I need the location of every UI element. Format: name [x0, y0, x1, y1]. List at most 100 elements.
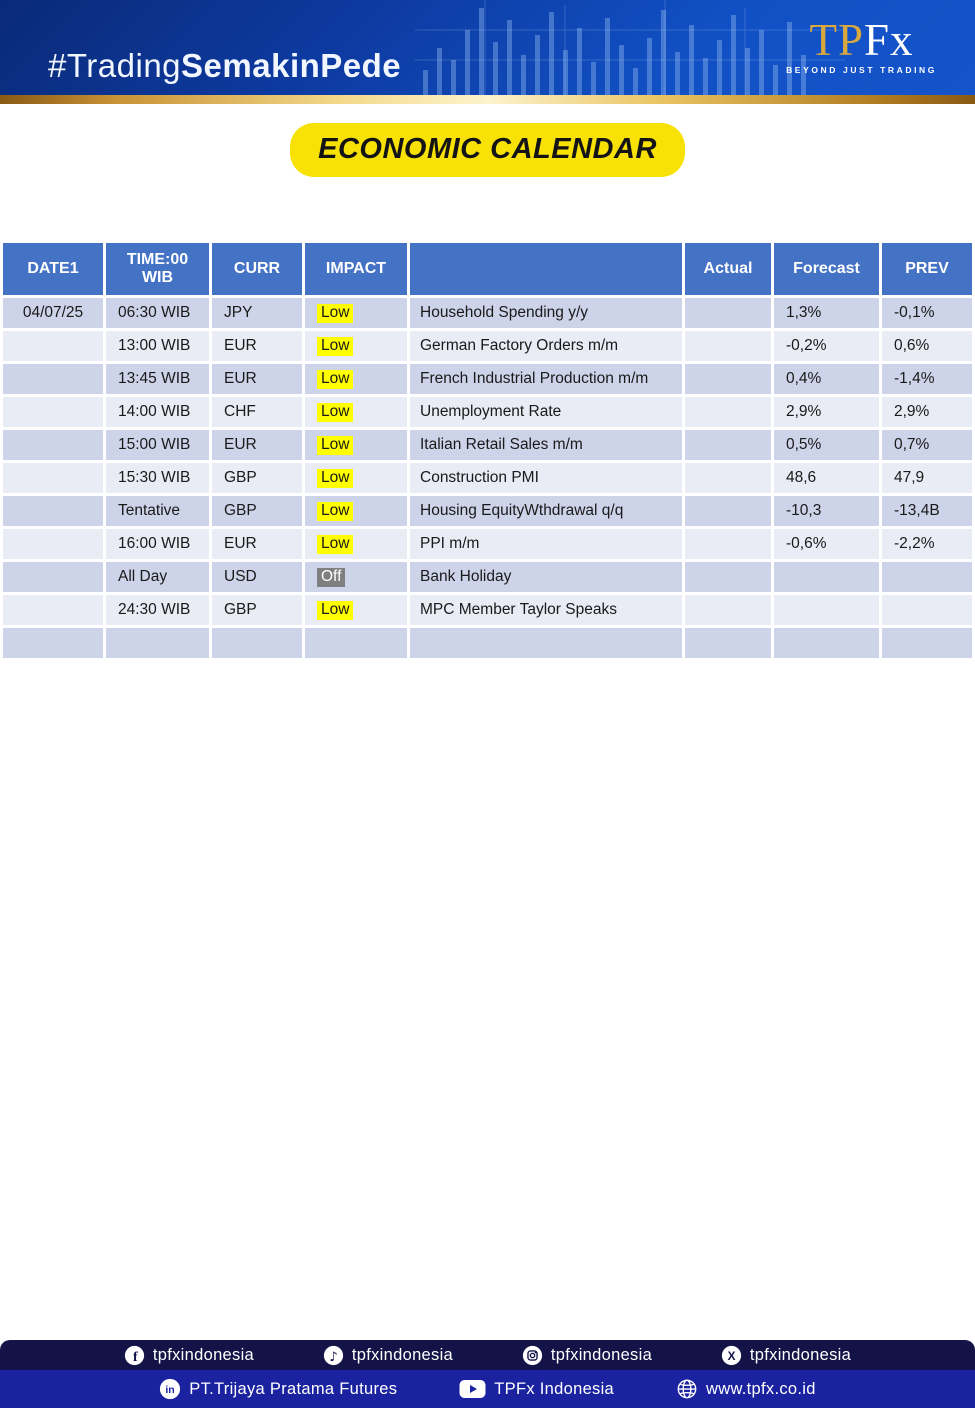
cell-event: MPC Member Taylor Speaks	[410, 595, 682, 625]
svg-text:X: X	[727, 1348, 735, 1362]
svg-text:♪: ♪	[329, 1349, 337, 1364]
hashtag-slogan: #TradingSemakinPede	[48, 47, 401, 85]
cell-forecast: 0,5%	[774, 430, 879, 460]
cell-forecast	[774, 562, 879, 592]
title-badge: ECONOMIC CALENDAR	[290, 123, 685, 177]
table-row	[3, 628, 972, 658]
cell-event: Housing EquityWthdrawal q/q	[410, 496, 682, 526]
cell-event	[410, 628, 682, 658]
cell-date	[3, 364, 103, 394]
cell-date	[3, 628, 103, 658]
header-event	[410, 243, 682, 295]
cell-impact: Low	[305, 430, 407, 460]
cell-date	[3, 463, 103, 493]
cell-date	[3, 595, 103, 625]
table-row: 15:00 WIB EUR Low Italian Retail Sales m/m 0…	[3, 430, 972, 460]
cell-prev	[882, 595, 972, 625]
impact-badge: Low	[317, 336, 354, 356]
footer-item-youtube: TPFx Indonesia	[459, 1379, 614, 1399]
cell-curr: JPY	[212, 298, 302, 328]
cell-forecast: 48,6	[774, 463, 879, 493]
cell-impact: Low	[305, 364, 407, 394]
footer: f tpfxindonesia ♪ tpfxindonesia tpfxindo…	[0, 1340, 975, 1408]
footer-company-row: in PT.Trijaya Pratama Futures TPFx Indon…	[0, 1370, 975, 1408]
tiktok-icon: ♪	[323, 1345, 344, 1366]
footer-social-row: f tpfxindonesia ♪ tpfxindonesia tpfxindo…	[0, 1340, 975, 1370]
cell-actual	[685, 562, 771, 592]
cell-time: 16:00 WIB	[106, 529, 209, 559]
cell-prev: -2,2%	[882, 529, 972, 559]
table-header-row: DATE1 TIME:00 WIB CURR IMPACT Actual For…	[3, 243, 972, 295]
cell-time: 06:30 WIB	[106, 298, 209, 328]
footer-item-website: www.tpfx.co.id	[676, 1378, 816, 1400]
footer-company-name: PT.Trijaya Pratama Futures	[189, 1379, 398, 1398]
cell-curr: EUR	[212, 331, 302, 361]
cell-forecast: 1,3%	[774, 298, 879, 328]
cell-impact: Low	[305, 496, 407, 526]
cell-prev: 0,6%	[882, 331, 972, 361]
svg-text:in: in	[166, 1384, 175, 1396]
cell-forecast: -0,6%	[774, 529, 879, 559]
header-curr: CURR	[212, 243, 302, 295]
linkedin-icon: in	[159, 1378, 181, 1400]
logo-fx: Fx	[864, 15, 914, 65]
cell-event: Italian Retail Sales m/m	[410, 430, 682, 460]
cell-time: 15:30 WIB	[106, 463, 209, 493]
impact-badge: Low	[317, 468, 354, 488]
cell-actual	[685, 364, 771, 394]
cell-date	[3, 331, 103, 361]
title-badge-wrap: ECONOMIC CALENDAR	[0, 123, 975, 177]
gold-divider	[0, 95, 975, 104]
cell-event: PPI m/m	[410, 529, 682, 559]
cell-time	[106, 628, 209, 658]
cell-actual	[685, 463, 771, 493]
top-banner: #TradingSemakinPede TPFx BEYOND JUST TRA…	[0, 0, 975, 95]
cell-time: 13:45 WIB	[106, 364, 209, 394]
table-row: 15:30 WIB GBP Low Construction PMI 48,6 47,9	[3, 463, 972, 493]
cell-event: Bank Holiday	[410, 562, 682, 592]
tpfx-logo: TPFx BEYOND JUST TRADING	[786, 15, 937, 76]
cell-date	[3, 562, 103, 592]
cell-time: Tentative	[106, 496, 209, 526]
logo-tagline: BEYOND JUST TRADING	[786, 65, 937, 75]
footer-handle: tpfxindonesia	[550, 1345, 653, 1364]
impact-badge: Low	[317, 501, 354, 521]
impact-badge: Low	[317, 369, 354, 389]
footer-youtube-name: TPFx Indonesia	[494, 1379, 615, 1398]
cell-forecast: -10,3	[774, 496, 879, 526]
cell-actual	[685, 430, 771, 460]
footer-handle: tpfxindonesia	[351, 1345, 454, 1364]
cell-actual	[685, 298, 771, 328]
cell-prev: 2,9%	[882, 397, 972, 427]
table-row: 14:00 WIB CHF Low Unemployment Rate 2,9% 2,9%	[3, 397, 972, 427]
cell-forecast: 2,9%	[774, 397, 879, 427]
page-title: ECONOMIC CALENDAR	[318, 133, 657, 165]
cell-time: 24:30 WIB	[106, 595, 209, 625]
cell-date: 04/07/25	[3, 298, 103, 328]
calendar-table-body: 04/07/25 06:30 WIB JPY Low Household Spendin…	[3, 298, 972, 658]
cell-curr: GBP	[212, 595, 302, 625]
footer-handle: tpfxindonesia	[152, 1345, 255, 1364]
cell-event: Household Spending y/y	[410, 298, 682, 328]
cell-impact: Low	[305, 331, 407, 361]
impact-badge: Low	[317, 435, 354, 455]
instagram-icon	[522, 1345, 543, 1366]
hashtag-bold: SemakinPede	[181, 47, 402, 84]
tpfx-logo-text: TPFx	[786, 15, 937, 65]
impact-badge: Low	[317, 402, 354, 422]
cell-date	[3, 529, 103, 559]
cell-impact: Low	[305, 529, 407, 559]
cell-event: French Industrial Production m/m	[410, 364, 682, 394]
cell-date	[3, 496, 103, 526]
cell-forecast	[774, 595, 879, 625]
cell-time: 13:00 WIB	[106, 331, 209, 361]
globe-icon	[676, 1378, 698, 1400]
cell-curr: GBP	[212, 463, 302, 493]
footer-website-url: www.tpfx.co.id	[706, 1379, 816, 1398]
footer-item-tiktok: ♪ tpfxindonesia	[323, 1345, 453, 1366]
cell-impact: Low	[305, 463, 407, 493]
cell-time: All Day	[106, 562, 209, 592]
cell-event: German Factory Orders m/m	[410, 331, 682, 361]
economic-calendar-table: DATE1 TIME:00 WIB CURR IMPACT Actual For…	[0, 240, 975, 661]
table-row: 13:00 WIB EUR Low German Factory Orders m/m…	[3, 331, 972, 361]
